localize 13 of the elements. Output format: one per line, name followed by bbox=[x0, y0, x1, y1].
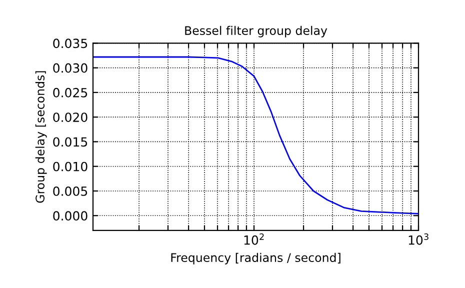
y-tick-label: 0.005 bbox=[53, 186, 88, 196]
x-tick-label: 10$^{3}$ bbox=[408, 233, 428, 245]
x-tick-label: 10$^{2}$ bbox=[244, 233, 264, 245]
y-tick-label: 0.000 bbox=[53, 211, 88, 221]
y-tick-label: 0.030 bbox=[53, 63, 88, 73]
y-axis-title: Group delay [seconds] bbox=[35, 71, 47, 203]
y-tick-label: 0.010 bbox=[53, 162, 88, 172]
y-tick-label: 0.025 bbox=[53, 88, 88, 98]
chart-title: Bessel filter group delay bbox=[185, 26, 328, 38]
y-tick-label: 0.015 bbox=[53, 137, 88, 147]
y-tick-label: 0.020 bbox=[53, 112, 88, 122]
y-tick-label: 0.035 bbox=[53, 38, 88, 48]
x-axis-title: Frequency [radians / second] bbox=[171, 252, 340, 264]
